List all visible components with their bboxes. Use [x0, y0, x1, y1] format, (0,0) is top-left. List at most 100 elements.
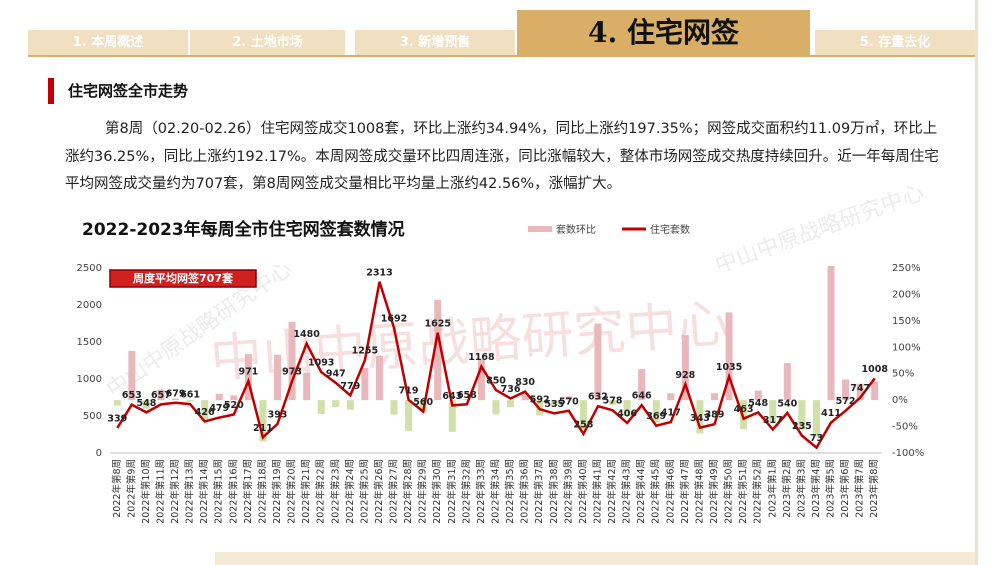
bar — [507, 400, 515, 408]
top-rule — [28, 55, 976, 57]
x-tick-label: 2022年第27周 — [388, 459, 400, 524]
x-tick-label: 2022年第21周 — [300, 459, 312, 524]
data-label: 570 — [559, 396, 579, 407]
data-label: 406 — [617, 408, 637, 419]
bar — [652, 400, 660, 423]
data-label: 643 — [442, 391, 462, 402]
x-tick-label: 2022年第43周 — [621, 459, 633, 524]
y2-tick-label: 250% — [892, 263, 921, 274]
bar — [667, 393, 675, 401]
data-label: 973 — [282, 366, 302, 377]
data-label: 389 — [705, 410, 725, 421]
x-tick-label: 2022年第46周 — [664, 459, 676, 524]
x-tick-label: 2022年第41周 — [591, 459, 603, 524]
tab[interactable]: 4. 住宅网签 — [517, 10, 810, 55]
data-label: 679 — [166, 388, 186, 399]
data-label: 417 — [661, 408, 681, 419]
data-label: 1035 — [716, 362, 742, 373]
y-tick-label: 2000 — [77, 300, 102, 311]
bar — [696, 400, 704, 434]
x-tick-label: 2022年第48周 — [693, 459, 705, 524]
data-label: 850 — [486, 376, 506, 387]
section-title: 住宅网签全市走势 — [48, 78, 188, 104]
bar — [463, 399, 471, 401]
data-label: 1480 — [293, 329, 320, 340]
tab[interactable]: 5. 存量去化 — [815, 30, 975, 55]
y-tick-label: 2500 — [77, 263, 102, 274]
y2-tick-label: 100% — [892, 342, 921, 353]
bar — [550, 400, 558, 406]
bar — [594, 323, 602, 401]
bar — [638, 368, 646, 401]
x-tick-label: 2022年第28周 — [402, 459, 414, 524]
data-label: 211 — [253, 423, 273, 434]
data-label: 479 — [209, 403, 229, 414]
bar — [157, 389, 165, 401]
x-tick-label: 2022年第32周 — [460, 459, 472, 524]
data-label: 1008 — [861, 364, 888, 375]
y2-tick-label: 200% — [892, 289, 921, 300]
x-tick-label: 2022年第35周 — [504, 459, 516, 524]
x-tick-label: 2022年第23周 — [329, 459, 341, 524]
data-label: 719 — [399, 385, 419, 396]
data-label: 578 — [603, 396, 623, 407]
bar — [405, 400, 413, 431]
data-label: 463 — [734, 404, 754, 415]
data-label: 646 — [632, 391, 652, 402]
y-tick-label: 1500 — [77, 337, 102, 348]
y-tick-label: 0 — [96, 448, 102, 459]
x-tick-label: 2022年第26周 — [373, 459, 385, 524]
data-label: 632 — [588, 392, 608, 403]
data-label: 548 — [136, 398, 156, 409]
data-label: 235 — [792, 421, 812, 432]
data-label: 73 — [810, 433, 823, 444]
tab[interactable]: 2. 土地市场 — [190, 30, 345, 55]
x-tick-label: 2022年第16周 — [227, 459, 239, 524]
bar — [477, 358, 485, 401]
bar — [798, 400, 806, 430]
data-label: 657 — [151, 390, 171, 401]
data-label: 535 — [544, 399, 564, 410]
x-tick-label: 2022年第49周 — [708, 459, 720, 524]
data-label: 572 — [836, 396, 856, 407]
tab[interactable]: 3. 新增预售 — [355, 30, 515, 55]
data-label: 560 — [413, 397, 433, 408]
x-tick-label: 2022年第24周 — [344, 459, 356, 524]
y2-tick-label: -50% — [892, 422, 918, 433]
data-label: 1093 — [308, 358, 334, 369]
y-tick-label: 1000 — [77, 374, 102, 385]
x-tick-label: 2022年第15周 — [213, 459, 225, 524]
bar — [113, 400, 121, 406]
y2-tick-label: 50% — [892, 369, 914, 380]
x-tick-label: 2022年第19周 — [271, 459, 283, 524]
data-label: 971 — [238, 367, 258, 378]
bar — [448, 400, 456, 432]
annotation: 周度平均网签707套 — [133, 271, 234, 285]
x-tick-label: 2023年第6周 — [839, 459, 851, 518]
data-label: 369 — [646, 411, 666, 422]
bar — [317, 400, 325, 414]
x-tick-label: 2022年第18周 — [256, 459, 268, 524]
data-label: 393 — [268, 409, 288, 420]
bar — [215, 393, 223, 401]
data-label: 426 — [195, 407, 215, 418]
x-tick-label: 2022年第50周 — [723, 459, 735, 524]
bar — [172, 398, 180, 401]
data-label: 1692 — [381, 313, 407, 324]
bar — [565, 396, 573, 401]
bar — [579, 400, 587, 430]
tab[interactable]: 1. 本周概述 — [28, 30, 188, 55]
bar — [346, 400, 354, 410]
x-tick-label: 2022年第12周 — [169, 459, 181, 524]
x-tick-label: 2023年第4周 — [810, 459, 822, 518]
x-tick-label: 2022年第37周 — [533, 459, 545, 524]
x-tick-label: 2022年第51周 — [737, 459, 749, 524]
x-tick-label: 2022年第34周 — [490, 459, 502, 524]
data-label: 736 — [501, 384, 521, 395]
x-tick-label: 2023年第7周 — [854, 459, 866, 518]
x-tick-label: 2022年第36周 — [519, 459, 531, 524]
data-label: 928 — [675, 370, 695, 381]
x-tick-label: 2022年第9周 — [125, 459, 137, 518]
